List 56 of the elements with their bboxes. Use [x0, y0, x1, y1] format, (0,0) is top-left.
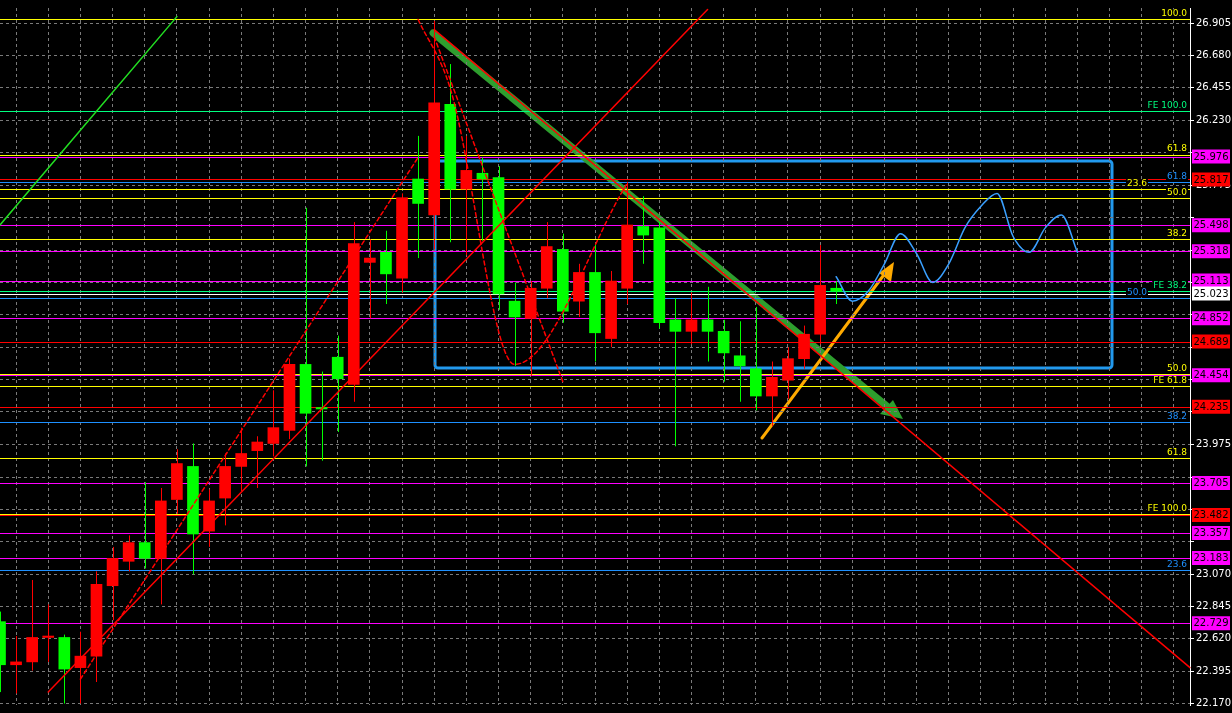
annotation: 50.0 — [1126, 287, 1148, 298]
y-tick-label: 22.620 — [1196, 632, 1231, 644]
ref-line-label: 24.235 — [1193, 400, 1229, 412]
ref-line-label: 24.689 — [1193, 335, 1229, 347]
annotation: 61.8 — [1166, 170, 1188, 181]
ref-line-label: 25.113 — [1193, 274, 1229, 286]
annotation: FE 61.8 — [1153, 374, 1188, 385]
annotation: 50.0 — [1166, 186, 1188, 197]
ref-line-label: 25.318 — [1193, 245, 1229, 257]
y-tick-label: 26.455 — [1196, 81, 1231, 93]
ref-line-label: 25.817 — [1193, 173, 1229, 185]
candlestick — [42, 603, 55, 663]
ref-line-label: 25.023 — [1193, 287, 1229, 299]
ref-line-label: 23.482 — [1193, 509, 1229, 521]
ref-line-label: 25.498 — [1193, 219, 1229, 231]
y-tick-label: 23.975 — [1196, 437, 1231, 449]
candlestick — [508, 281, 521, 367]
annotation: 50.0 — [1166, 363, 1188, 374]
annotation: 23.6 — [1166, 558, 1188, 569]
annotation: 100.0 — [1161, 8, 1188, 19]
ref-line-label: 23.357 — [1193, 527, 1229, 539]
annotation: 38.2 — [1166, 410, 1187, 421]
ref-line-label: 23.705 — [1193, 477, 1229, 489]
candlestick — [782, 346, 794, 400]
annotation: FE 100.0 — [1147, 502, 1188, 513]
candlestick — [331, 335, 344, 433]
annotation: FE 38.2 — [1153, 279, 1187, 290]
candlestick — [733, 320, 746, 403]
y-tick-label: 22.170 — [1196, 697, 1231, 709]
ref-line-label: 22.729 — [1193, 617, 1229, 629]
ref-line-label: 23.183 — [1193, 552, 1229, 564]
line-series — [835, 192, 1079, 302]
annotation: 38.2 — [1166, 228, 1187, 239]
y-tick-label: 26.905 — [1196, 16, 1231, 28]
candlestick — [138, 481, 151, 569]
annotation: FE 100.0 — [1147, 100, 1188, 111]
candlestick — [122, 534, 135, 572]
candlestick — [380, 230, 392, 305]
y-tick-label: 26.230 — [1196, 113, 1231, 125]
candlestick — [637, 195, 650, 265]
ref-line-label: 24.454 — [1193, 369, 1229, 381]
candlestick — [364, 238, 376, 319]
y-tick-label: 26.680 — [1196, 49, 1231, 61]
y-tick-label: 22.395 — [1196, 664, 1231, 676]
annotation: 61.8 — [1166, 446, 1188, 457]
candlestick — [701, 286, 714, 363]
annotation: 23.6 — [1126, 177, 1148, 188]
ref-line-label: 24.852 — [1193, 312, 1229, 324]
ref-line-label: 25.976 — [1193, 150, 1229, 162]
candlestick — [717, 319, 730, 383]
candlestick — [669, 297, 682, 447]
candlestick — [235, 427, 248, 492]
candlestick — [251, 435, 264, 489]
annotation: 61.8 — [1166, 143, 1188, 154]
y-tick-label: 23.070 — [1196, 567, 1231, 579]
y-tick-label: 22.845 — [1196, 600, 1231, 612]
